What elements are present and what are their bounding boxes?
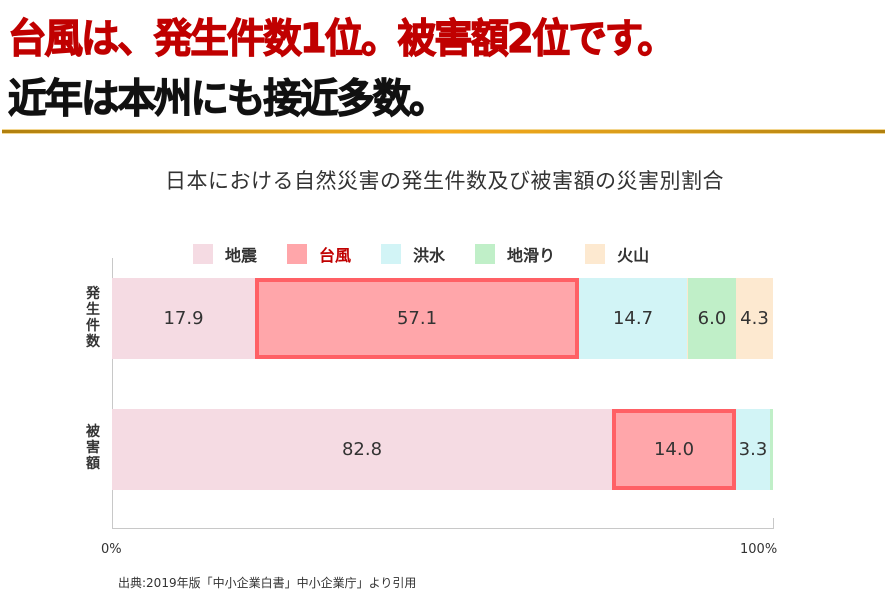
headline-line-1: 台風は、発生件数1位。被害額2位です。	[7, 15, 676, 62]
row-label-char: 数	[86, 334, 100, 350]
legend-item-typhoon: 台風	[287, 242, 351, 266]
x-tick-label-100: 100%	[740, 542, 778, 557]
bar-segment-landslide: 6.0	[687, 278, 736, 359]
legend-swatch-earthquake	[193, 244, 213, 264]
x-axis-tick-100	[773, 518, 774, 528]
bar-segment-typhoon: 14.0	[612, 409, 736, 490]
chart-legend: 地震 台風 洪水 地滑り 火山	[193, 241, 679, 267]
row-label-char: 被	[86, 424, 100, 440]
bar-segment-flood: 3.3	[736, 409, 770, 490]
row-label-char: 額	[86, 456, 100, 472]
source-note: 出典:2019年版「中小企業白書」中小企業庁」より引用	[118, 576, 417, 590]
legend-swatch-flood	[381, 244, 402, 264]
bar-segment-volcano: 4.3	[736, 278, 773, 359]
legend-swatch-volcano	[585, 244, 606, 264]
row-label-char: 件	[86, 318, 100, 334]
legend-label: 台風	[319, 246, 352, 265]
bar-segment-earthquake: 82.8	[112, 409, 612, 490]
headline-line-2: 近年は本州にも接近多数。	[7, 75, 448, 122]
legend-label: 地震	[225, 246, 258, 265]
y-axis-line	[112, 258, 113, 529]
row-label-char: 害	[86, 440, 100, 456]
legend-swatch-typhoon	[287, 244, 308, 264]
bar-row-damage: 82.8 14.0 3.3	[112, 409, 773, 490]
legend-label: 洪水	[413, 246, 446, 265]
chart-title: 日本における自然災害の発生件数及び被害額の災害別割合	[165, 169, 724, 193]
row-label-char: 生	[86, 302, 100, 318]
legend-swatch-landslide	[475, 244, 496, 264]
row-label-damage: 被 害 額	[84, 424, 102, 472]
legend-item-flood: 洪水	[381, 242, 445, 266]
bar-segment-earthquake: 17.9	[112, 278, 255, 359]
x-axis-line	[112, 528, 774, 529]
bar-segment-landslide	[770, 409, 773, 490]
row-label-occurrences: 発 生 件 数	[84, 286, 102, 350]
legend-item-landslide: 地滑り	[475, 242, 555, 266]
legend-label: 火山	[617, 246, 650, 265]
legend-item-volcano: 火山	[585, 242, 649, 266]
legend-label: 地滑り	[507, 246, 556, 265]
row-label-char: 発	[86, 286, 100, 302]
gold-divider	[2, 129, 885, 134]
bar-row-occurrences: 17.9 57.1 14.7 6.0 4.3	[112, 278, 773, 359]
legend-item-earthquake: 地震	[193, 242, 257, 266]
x-tick-label-0: 0%	[101, 542, 122, 557]
bar-segment-typhoon: 57.1	[255, 278, 579, 359]
bar-segment-flood: 14.7	[579, 278, 687, 359]
